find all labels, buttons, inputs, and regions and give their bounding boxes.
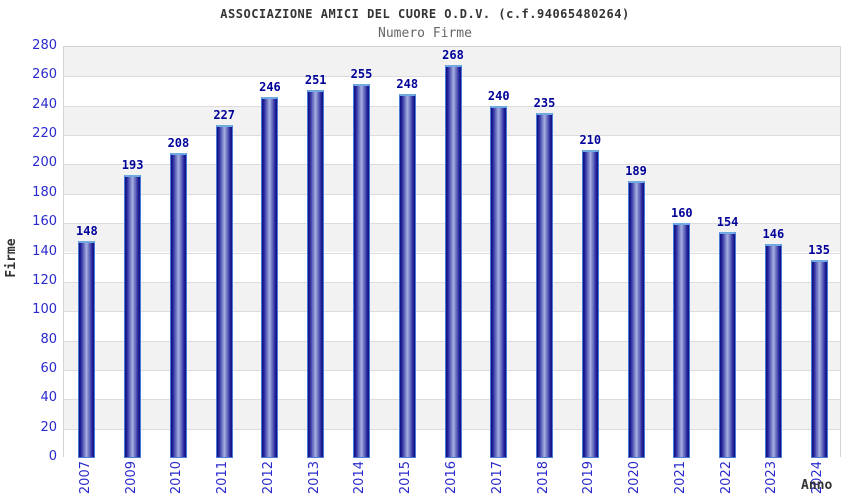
bar-value-label: 235 [533, 96, 556, 111]
bar-2022 [719, 231, 737, 458]
y-tick-label: 240 [32, 96, 57, 112]
bar-2017 [490, 105, 508, 458]
bar-value-label: 193 [121, 157, 144, 172]
x-tick-label: 2010 [169, 461, 185, 495]
x-tick-label: 2009 [123, 461, 139, 495]
y-tick-label: 100 [32, 302, 57, 318]
x-tick-label: 2017 [489, 461, 505, 495]
x-tick-label: 2011 [215, 461, 231, 495]
y-tick-label: 20 [40, 419, 57, 435]
bar-value-label: 146 [762, 226, 785, 241]
y-tick-label: 200 [32, 155, 57, 171]
bar-2015 [398, 93, 416, 458]
x-tick-label: 2014 [352, 461, 368, 495]
bar-value-label: 210 [579, 132, 602, 147]
y-tick-label: 180 [32, 184, 57, 200]
bar-2024 [810, 259, 828, 458]
bar-2009 [124, 174, 142, 458]
x-tick-label: 2019 [581, 461, 597, 495]
x-tick-label: 2021 [672, 461, 688, 495]
x-tick-label: 2015 [398, 461, 414, 495]
bar-value-label: 240 [487, 88, 510, 103]
bar-value-label: 268 [442, 47, 464, 62]
x-tick-label: 2007 [77, 461, 93, 495]
x-axis-title: Anno [801, 478, 833, 493]
bar-value-label: 160 [670, 206, 693, 221]
y-tick-label: 220 [32, 126, 57, 142]
bar-value-label: 154 [716, 214, 739, 229]
bar-2014 [352, 83, 370, 458]
x-tick-label: 2022 [718, 461, 734, 495]
bar-2010 [169, 152, 187, 458]
bar-2012 [261, 96, 279, 458]
x-tick-label: 2020 [627, 461, 643, 495]
y-tick-label: 60 [40, 360, 57, 376]
bar-2007 [78, 240, 96, 458]
x-tick-label: 2023 [764, 461, 780, 495]
x-tick-label: 2012 [260, 461, 276, 495]
bar-value-label: 248 [396, 76, 419, 91]
y-tick-label: 0 [48, 449, 57, 464]
bar-2020 [627, 180, 645, 458]
y-tick-label: 40 [40, 390, 57, 406]
y-tick-label: 120 [32, 272, 57, 288]
y-tick-label: 260 [32, 67, 57, 83]
bar-value-label: 148 [76, 223, 98, 238]
y-tick-label: 140 [32, 243, 57, 259]
x-tick-label: 2013 [306, 461, 322, 495]
chart-title: ASSOCIAZIONE AMICI DEL CUORE O.D.V. (c.f… [220, 7, 630, 21]
plot-area: 148 193 208 227 246 251 255 248 268 240 235 210 189 1… [63, 46, 841, 458]
bar-2023 [764, 243, 782, 458]
chart-subtitle: Numero Firme [378, 26, 472, 41]
y-tick-label: 160 [32, 214, 57, 230]
bar-value-label: 227 [213, 107, 236, 122]
bar-value-label: 208 [167, 135, 190, 150]
bar-value-label: 251 [304, 72, 327, 87]
x-tick-label: 2016 [444, 461, 459, 495]
bar-2021 [673, 223, 691, 458]
bar-2011 [215, 124, 233, 458]
bar-2016 [444, 64, 462, 458]
bar-2018 [536, 113, 554, 458]
bar-2013 [307, 89, 325, 458]
bar-value-label: 246 [259, 79, 281, 94]
bar-value-label: 189 [625, 163, 647, 178]
x-tick-label: 2018 [535, 461, 551, 495]
bar-value-label: 135 [808, 242, 830, 257]
y-tick-label: 80 [40, 331, 57, 347]
y-tick-label: 280 [32, 38, 57, 53]
bar-2019 [581, 149, 599, 458]
bar-value-label: 255 [350, 66, 373, 81]
